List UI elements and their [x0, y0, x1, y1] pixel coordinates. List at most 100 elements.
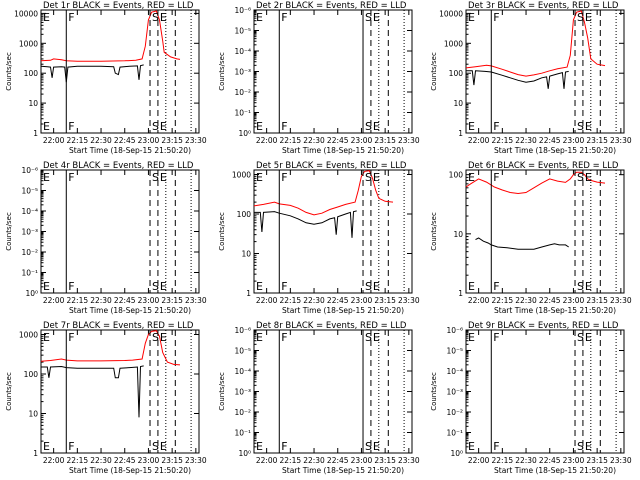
x-tick-label: 23:00 — [138, 136, 160, 145]
y-tick-label: 10⁻⁵ — [446, 347, 463, 356]
x-tick-label: 23:15 — [161, 136, 183, 145]
y-tick-label: 10⁻⁵ — [234, 27, 251, 36]
event-marker-label: S — [152, 440, 159, 453]
event-marker-label: F — [493, 120, 499, 133]
event-marker-label: F — [281, 171, 287, 184]
y-tick-label: 10⁻¹ — [234, 109, 251, 118]
event-marker-label: E — [373, 11, 380, 24]
event-marker-label: S — [152, 280, 159, 293]
events-series-line — [466, 70, 569, 89]
y-tick-label: 10⁻⁴ — [234, 367, 251, 376]
event-marker-label: E — [468, 440, 475, 453]
event-marker-label: E — [468, 11, 475, 24]
y-tick-label: 1 — [458, 129, 463, 138]
event-marker-label: E — [43, 120, 50, 133]
x-tick-label: 23:00 — [138, 456, 160, 465]
y-tick-label: 10⁻² — [446, 408, 463, 417]
panel-title: Det 1r BLACK = Events, RED = LLD — [43, 1, 194, 11]
y-tick-label: 10⁰ — [238, 129, 251, 138]
detector-panel: Det 6r BLACK = Events, RED = LLD 1 10 100 Co… — [430, 161, 632, 315]
event-marker-label: S — [152, 331, 159, 344]
event-marker-label: S — [577, 280, 584, 293]
event-marker-label: E — [160, 11, 167, 24]
event-marker-label: S — [365, 120, 372, 133]
event-marker-label: S — [152, 120, 159, 133]
y-tick-label: 10⁰ — [450, 449, 463, 458]
event-marker-label: E — [468, 331, 475, 344]
x-tick-label: 22:30 — [90, 296, 112, 305]
y-tick-label: 10 — [28, 99, 38, 108]
y-tick-label: 1000 — [19, 331, 38, 340]
y-axis-label: Counts/sec — [218, 212, 226, 251]
panel-title: Det 6r BLACK = Events, RED = LLD — [468, 161, 619, 171]
event-marker-label: E — [585, 280, 592, 293]
x-tick-label: 23:00 — [563, 456, 585, 465]
event-marker-label: S — [365, 440, 372, 453]
y-tick-label: 10000 — [439, 9, 463, 18]
x-tick-label: 22:00 — [468, 296, 490, 305]
event-marker-label: E — [373, 280, 380, 293]
event-marker-label: F — [493, 171, 499, 184]
x-tick-label: 23:00 — [351, 456, 373, 465]
event-marker-label: S — [365, 280, 372, 293]
x-tick-label: 22:45 — [539, 136, 561, 145]
y-tick-label: 10 — [453, 230, 463, 239]
x-axis-label: Start Time (18-Sep-15 21:50:20) — [282, 466, 404, 475]
x-tick-label: 22:30 — [90, 136, 112, 145]
x-tick-label: 23:00 — [563, 296, 585, 305]
detector-panel: Det 4r BLACK = Events, RED = LLD 10⁻⁶ 10⁻⁵… — [5, 161, 207, 315]
x-axis-label: Start Time (18-Sep-15 21:50:20) — [69, 466, 191, 475]
event-marker-label: E — [256, 440, 263, 453]
x-tick-label: 23:30 — [398, 296, 420, 305]
x-tick-label: 23:15 — [586, 296, 608, 305]
event-marker-label: E — [43, 280, 50, 293]
event-marker-label: E — [585, 171, 592, 184]
event-marker-label: E — [373, 171, 380, 184]
y-tick-label: 10⁻⁶ — [21, 166, 38, 175]
x-tick-label: 22:30 — [515, 136, 537, 145]
detector-panel: Det 1r BLACK = Events, RED = LLD 1 10 100 10… — [5, 1, 207, 155]
y-tick-label: 10⁻¹ — [234, 429, 251, 438]
x-axis-label: Start Time (18-Sep-15 21:50:20) — [494, 306, 616, 315]
event-marker-label: F — [281, 11, 287, 24]
y-axis-label: Counts/sec — [5, 372, 13, 411]
panel-title: Det 9r BLACK = Events, RED = LLD — [468, 321, 619, 331]
event-marker-label: E — [468, 280, 475, 293]
x-tick-label: 23:30 — [185, 456, 207, 465]
x-tick-label: 22:00 — [256, 456, 278, 465]
y-tick-label: 10 — [453, 99, 463, 108]
y-tick-label: 10⁻⁵ — [234, 347, 251, 356]
x-tick-label: 22:00 — [256, 296, 278, 305]
x-tick-label: 23:00 — [563, 136, 585, 145]
x-tick-label: 22:45 — [539, 456, 561, 465]
y-tick-label: 10⁻⁶ — [234, 6, 251, 15]
detector-panel: Det 9r BLACK = Events, RED = LLD 10⁻⁶ 10⁻⁵… — [430, 321, 632, 475]
x-tick-label: 23:15 — [161, 296, 183, 305]
y-tick-label: 100 — [237, 210, 252, 219]
x-tick-label: 22:45 — [114, 456, 136, 465]
event-marker-label: E — [585, 120, 592, 133]
event-marker-label: E — [43, 11, 50, 24]
plot-frame — [465, 9, 625, 134]
event-marker-label: F — [68, 171, 74, 184]
y-tick-label: 10⁻³ — [21, 228, 38, 237]
x-tick-label: 22:15 — [67, 296, 89, 305]
y-tick-label: 10⁻¹ — [446, 429, 463, 438]
detector-panel: Det 3r BLACK = Events, RED = LLD 1 10 100 10… — [430, 1, 632, 155]
events-series-line — [475, 237, 569, 250]
x-tick-label: 23:30 — [610, 456, 632, 465]
x-tick-label: 23:15 — [374, 296, 396, 305]
y-tick-label: 100 — [24, 69, 39, 78]
x-tick-label: 22:15 — [280, 136, 302, 145]
event-marker-label: S — [577, 11, 584, 24]
event-marker-label: S — [577, 331, 584, 344]
plot-frame — [40, 9, 200, 134]
x-tick-label: 22:30 — [90, 456, 112, 465]
detector-panel: Det 5r BLACK = Events, RED = LLD 1 10 100 10… — [218, 161, 420, 315]
event-marker-label: S — [152, 171, 159, 184]
x-tick-label: 22:45 — [327, 296, 349, 305]
event-marker-label: E — [256, 280, 263, 293]
y-tick-label: 10 — [28, 410, 38, 419]
detector-panel: Det 2r BLACK = Events, RED = LLD 10⁻⁶ 10⁻⁵… — [218, 1, 420, 155]
x-tick-label: 23:15 — [586, 456, 608, 465]
